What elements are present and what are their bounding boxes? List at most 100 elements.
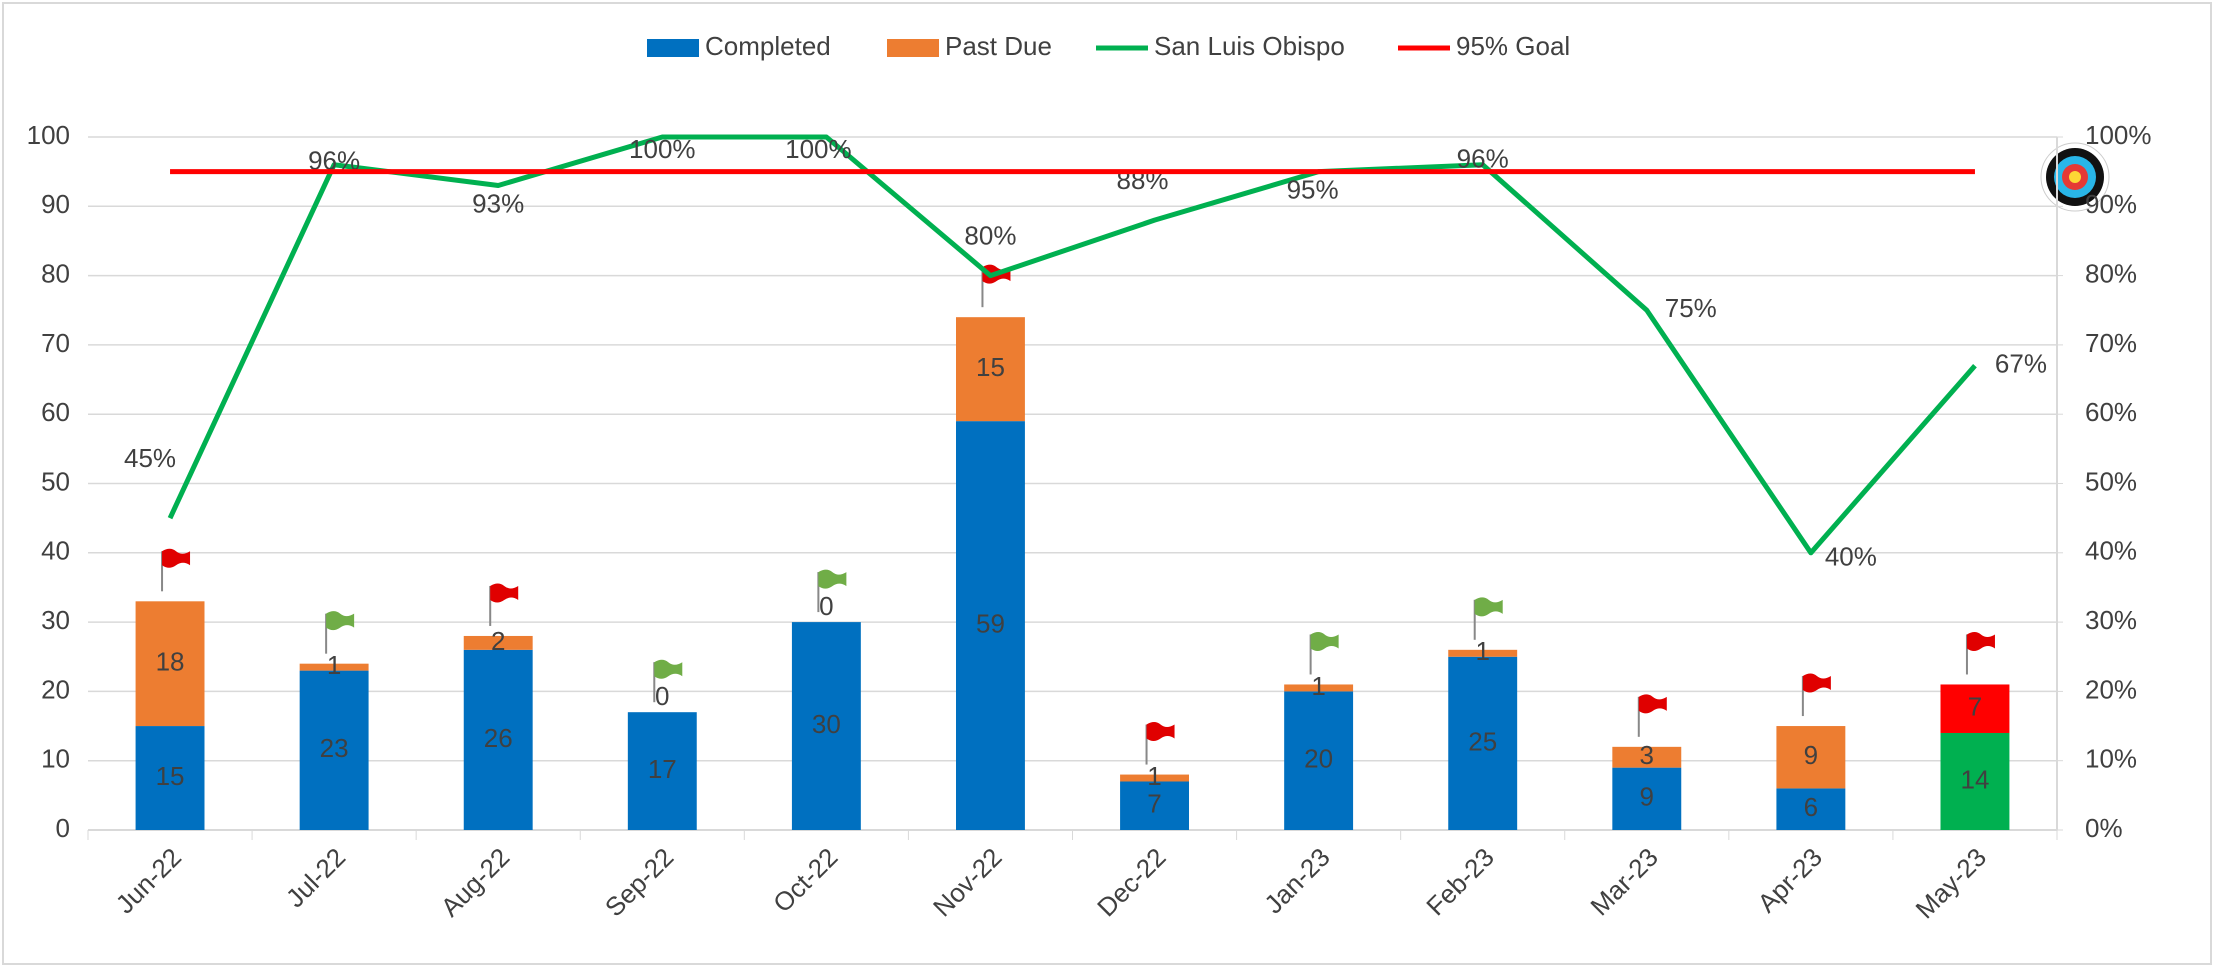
bar-value-label: 1 <box>1475 636 1489 666</box>
line-value-label: 95% <box>1287 175 1339 205</box>
bar-segment <box>1448 656 1518 830</box>
status-flag <box>1309 631 1339 675</box>
y-tick-label: 0 <box>56 813 70 843</box>
legend-label: 95% Goal <box>1456 31 1570 61</box>
status-flag <box>1145 722 1175 765</box>
bar-segment <box>791 622 861 830</box>
y-tick-label: 90 <box>41 189 70 219</box>
bar-value-label: 9 <box>1804 740 1818 770</box>
flag-cloth <box>1966 631 1995 651</box>
bar-value-label: 1 <box>327 650 341 680</box>
y2-tick-label: 100% <box>2085 120 2152 150</box>
flag-cloth <box>326 611 355 631</box>
bar-value-label: 7 <box>1968 692 1982 722</box>
bar-segment <box>463 635 533 650</box>
bar-segment <box>463 649 533 830</box>
bar-segment <box>1776 726 1846 789</box>
bar-value-label: 25 <box>1468 726 1497 756</box>
bar-value-label: 7 <box>1147 789 1161 819</box>
bar-value-label: 18 <box>156 647 185 677</box>
bar-segment <box>1612 767 1682 830</box>
y2-tick-label: 40% <box>2085 536 2137 566</box>
legend-label: Completed <box>705 31 831 61</box>
flag-cloth <box>162 548 191 568</box>
flag-cloth <box>1146 722 1175 742</box>
bar-segment <box>1120 781 1189 830</box>
line-value-label: 45% <box>124 443 176 473</box>
bar-segment <box>299 663 369 671</box>
line-value-label: 100% <box>785 134 852 164</box>
y-tick-label: 100 <box>27 120 70 150</box>
y2-tick-label: 0% <box>2085 813 2123 843</box>
status-flag <box>1637 694 1667 737</box>
bar-segment <box>956 317 1025 422</box>
status-flag <box>489 583 519 626</box>
bar-value-label: 14 <box>1960 764 1989 794</box>
status-flag <box>1801 673 1831 717</box>
line-value-label: 40% <box>1825 542 1877 572</box>
line-value-label: 67% <box>1995 349 2047 379</box>
y-tick-label: 70 <box>41 328 70 358</box>
y2-tick-label: 20% <box>2085 674 2137 704</box>
bar-segment <box>956 421 1025 830</box>
flag-cloth <box>1638 694 1667 714</box>
y-tick-label: 20 <box>41 674 70 704</box>
flag-cloth <box>1802 673 1831 693</box>
bar-segment <box>135 726 205 830</box>
bar-value-label: 0 <box>655 681 669 711</box>
bar-value-label: 15 <box>156 761 185 791</box>
y2-tick-label: 70% <box>2085 328 2137 358</box>
bar-value-label: 9 <box>1640 782 1654 812</box>
bar-value-label: 23 <box>320 733 349 763</box>
flag-cloth <box>818 569 847 589</box>
status-flag <box>817 569 847 613</box>
y2-tick-label: 50% <box>2085 466 2137 496</box>
bar-value-label: 20 <box>1304 744 1333 774</box>
y-tick-label: 50 <box>41 466 70 496</box>
legend-label: Past Due <box>945 31 1052 61</box>
line-value-label: 100% <box>629 134 696 164</box>
y2-tick-label: 60% <box>2085 397 2137 427</box>
bar-segment <box>1448 649 1518 657</box>
y-tick-label: 30 <box>41 605 70 635</box>
bar-value-label: 30 <box>812 709 841 739</box>
y2-tick-label: 10% <box>2085 744 2137 774</box>
y-tick-label: 40 <box>41 536 70 566</box>
line-series <box>167 134 1977 556</box>
bar-value-label: 2 <box>491 626 505 656</box>
bar-segment <box>1284 684 1354 692</box>
y2-tick-label: 80% <box>2085 258 2137 288</box>
status-flag <box>653 659 683 703</box>
status-flag <box>1965 631 1995 675</box>
flag-cloth <box>1310 631 1339 651</box>
bar-segment <box>1120 774 1189 782</box>
bar-segment <box>135 601 205 727</box>
bar-segment <box>627 712 697 830</box>
line-value-label: 93% <box>472 188 524 218</box>
bar-value-label: 1 <box>1147 761 1161 791</box>
bar-segment <box>1612 746 1682 768</box>
legend-swatch <box>647 39 699 57</box>
y-tick-label: 10 <box>41 744 70 774</box>
bar-value-label: 1 <box>1311 671 1325 701</box>
status-flag <box>1473 597 1503 640</box>
legend-swatch <box>887 39 939 57</box>
y-tick-label: 80 <box>41 258 70 288</box>
bar-value-label: 6 <box>1804 792 1818 822</box>
bar-value-label: 15 <box>976 352 1005 382</box>
bar-value-label: 26 <box>484 723 513 753</box>
flag-cloth <box>1474 597 1503 617</box>
bar-segment <box>299 670 369 830</box>
legend-label: San Luis Obispo <box>1154 31 1345 61</box>
bar-value-label: 17 <box>648 754 677 784</box>
bar-segment <box>1940 732 2010 830</box>
line-value-label: 80% <box>964 220 1016 250</box>
bar-value-label: 59 <box>976 608 1005 638</box>
line-value-label: 96% <box>1457 144 1509 174</box>
y2-tick-label: 90% <box>2085 189 2137 219</box>
flag-cloth <box>654 659 683 679</box>
status-flag <box>161 548 191 592</box>
y-tick-label: 60 <box>41 397 70 427</box>
bar-segment <box>1940 684 2010 733</box>
